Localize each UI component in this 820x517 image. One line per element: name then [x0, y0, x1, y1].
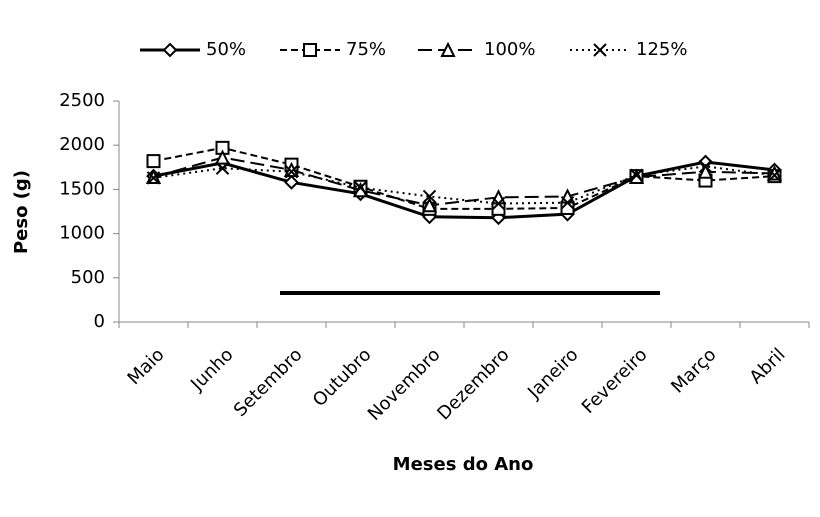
data-point: [698, 159, 713, 174]
y-tick-label: 2500: [59, 90, 105, 111]
series-line: [153, 156, 775, 207]
x-tick-label: Janeiro: [523, 344, 582, 403]
data-point: [146, 171, 161, 185]
data-point: [491, 196, 506, 211]
data-point: [284, 174, 299, 190]
legend-marker: [593, 43, 607, 57]
x-tick-label: Março: [667, 344, 720, 397]
data-point: [284, 165, 299, 179]
data-point: [214, 149, 231, 165]
x-tick-label: Setembro: [230, 344, 307, 421]
legend-marker: [440, 41, 456, 57]
data-point: [422, 189, 437, 204]
legend-label: 75%: [346, 39, 386, 60]
x-tick-label: Novembro: [364, 344, 445, 425]
data-point: [629, 168, 644, 182]
x-axis-title: Meses do Ano: [393, 454, 534, 475]
data-point: [559, 188, 576, 204]
series-line: [153, 146, 775, 210]
legend-marker: [303, 43, 317, 57]
x-tick-label: Outubro: [309, 344, 376, 411]
series-line: [153, 160, 775, 220]
x-tick-label: Fevereiro: [578, 344, 652, 418]
x-tick-label: Dezembro: [433, 344, 513, 424]
data-point: [697, 163, 714, 179]
data-point: [767, 168, 782, 182]
data-point: [421, 197, 438, 213]
legend-label: 125%: [636, 39, 687, 60]
y-tick-label: 500: [71, 267, 105, 288]
y-tick-label: 2000: [59, 134, 105, 155]
legend-label: 50%: [206, 39, 246, 60]
x-tick-label: Junho: [186, 344, 237, 395]
data-point: [146, 154, 161, 169]
y-tick-label: 0: [94, 311, 105, 332]
legend-label: 100%: [484, 39, 535, 60]
legend-marker: [162, 42, 178, 58]
x-tick-label: Maio: [124, 344, 169, 389]
y-tick-label: 1500: [59, 178, 105, 199]
series-line: [153, 165, 775, 205]
x-tick-label: Abril: [746, 344, 790, 388]
data-point: [560, 195, 575, 210]
data-point: [215, 161, 230, 175]
data-point: [353, 180, 368, 195]
y-tick-label: 1000: [59, 223, 105, 244]
y-axis-title: Peso (g): [11, 170, 32, 254]
